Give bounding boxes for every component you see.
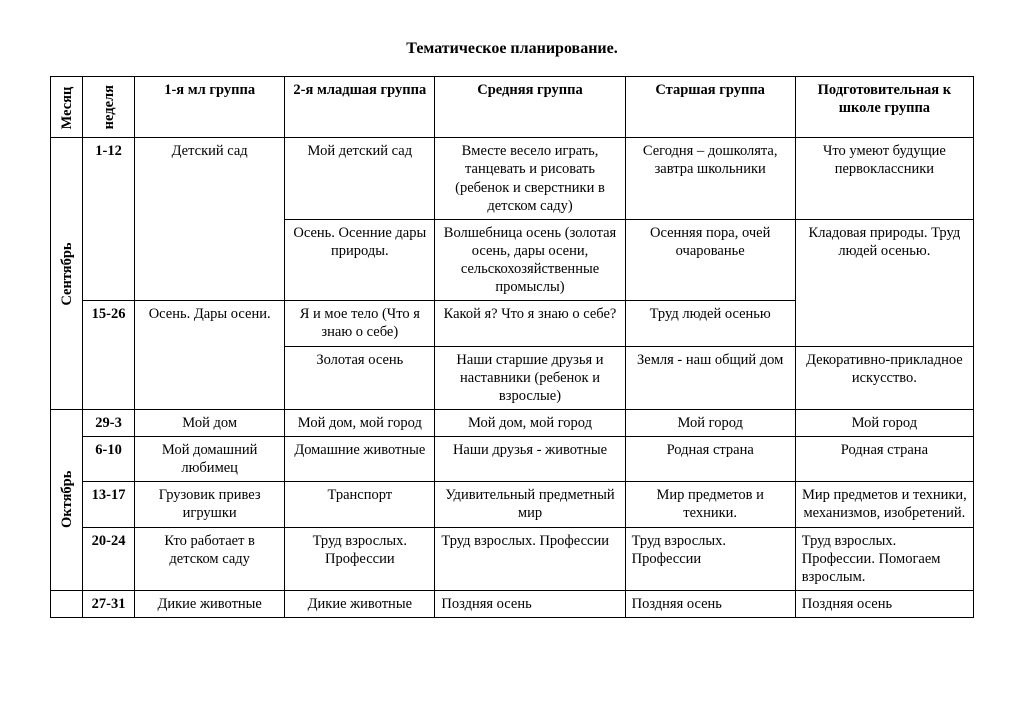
cell: Золотая осень	[285, 346, 435, 409]
table-row: Октябрь 29-3 Мой дом Мой дом, мой город …	[51, 409, 974, 436]
week-cell: 15-26	[83, 301, 135, 410]
cell: Что умеют будущие первоклассники	[795, 138, 973, 220]
week-cell: 20-24	[83, 527, 135, 590]
col-header-g3: Средняя группа	[435, 77, 625, 138]
cell: Какой я? Что я знаю о себе?	[435, 301, 625, 346]
table-row: 13-17 Грузовик привез игрушки Транспорт …	[51, 482, 974, 527]
col-header-g1: 1-я мл группа	[135, 77, 285, 138]
cell: Труд людей осенью	[625, 301, 795, 346]
cell: Мой дом, мой город	[435, 409, 625, 436]
cell: Детский сад	[135, 138, 285, 301]
cell: Наши старшие друзья и наставники (ребено…	[435, 346, 625, 409]
month-label-sep: Сентябрь	[51, 138, 83, 410]
month-label-blank	[51, 590, 83, 617]
week-cell: 13-17	[83, 482, 135, 527]
cell: Мой домашний любимец	[135, 437, 285, 482]
cell: Труд взрослых. Профессии	[625, 527, 795, 590]
cell: Наши друзья - животные	[435, 437, 625, 482]
cell: Родная страна	[795, 437, 973, 482]
cell: Вместе весело играть, танцевать и рисова…	[435, 138, 625, 220]
col-header-g2: 2-я младшая группа	[285, 77, 435, 138]
col-header-g4: Старшая группа	[625, 77, 795, 138]
table-row: Сентябрь 1-12 Детский сад Мой детский са…	[51, 138, 974, 220]
week-cell: 1-12	[83, 138, 135, 301]
week-cell: 29-3	[83, 409, 135, 436]
week-cell: 27-31	[83, 590, 135, 617]
col-header-g5: Подготовительная к школе группа	[795, 77, 973, 138]
cell: Кладовая природы. Труд людей осенью.	[795, 219, 973, 346]
cell: Удивительный предметный мир	[435, 482, 625, 527]
col-header-week: неделя	[83, 77, 135, 138]
cell: Дикие животные	[135, 590, 285, 617]
cell: Осень. Осенние дары природы.	[285, 219, 435, 301]
cell: Родная страна	[625, 437, 795, 482]
cell: Мой дом, мой город	[285, 409, 435, 436]
cell: Домашние животные	[285, 437, 435, 482]
cell: Транспорт	[285, 482, 435, 527]
cell: Волшебница осень (золотая осень, дары ос…	[435, 219, 625, 301]
cell: Поздняя осень	[795, 590, 973, 617]
cell: Кто работает в детском саду	[135, 527, 285, 590]
cell: Мир предметов и техники.	[625, 482, 795, 527]
cell: Поздняя осень	[435, 590, 625, 617]
cell: Осень. Дары осени.	[135, 301, 285, 410]
cell: Мой город	[795, 409, 973, 436]
page-title: Тематическое планирование.	[50, 40, 974, 58]
cell: Земля - наш общий дом	[625, 346, 795, 409]
cell: Мой детский сад	[285, 138, 435, 220]
cell: Мир предметов и техники, механизмов, изо…	[795, 482, 973, 527]
cell: Поздняя осень	[625, 590, 795, 617]
cell: Дикие животные	[285, 590, 435, 617]
cell: Мой город	[625, 409, 795, 436]
cell: Труд взрослых. Профессии	[435, 527, 625, 590]
cell: Я и мое тело (Что я знаю о себе)	[285, 301, 435, 346]
cell: Труд взрослых. Профессии	[285, 527, 435, 590]
cell: Сегодня – дошколята, завтра школьники	[625, 138, 795, 220]
table-row: 27-31 Дикие животные Дикие животные Позд…	[51, 590, 974, 617]
month-label-oct: Октябрь	[51, 409, 83, 590]
cell: Труд взрослых. Профессии. Помогаем взрос…	[795, 527, 973, 590]
week-cell: 6-10	[83, 437, 135, 482]
col-header-month: Месяц	[51, 77, 83, 138]
cell: Осенняя пора, очей очарованье	[625, 219, 795, 301]
cell: Декоративно-прикладное искусство.	[795, 346, 973, 409]
planning-table: Месяц неделя 1-я мл группа 2-я младшая г…	[50, 76, 974, 618]
table-header-row: Месяц неделя 1-я мл группа 2-я младшая г…	[51, 77, 974, 138]
table-row: 6-10 Мой домашний любимец Домашние живот…	[51, 437, 974, 482]
cell: Грузовик привез игрушки	[135, 482, 285, 527]
table-row: 20-24 Кто работает в детском саду Труд в…	[51, 527, 974, 590]
cell: Мой дом	[135, 409, 285, 436]
